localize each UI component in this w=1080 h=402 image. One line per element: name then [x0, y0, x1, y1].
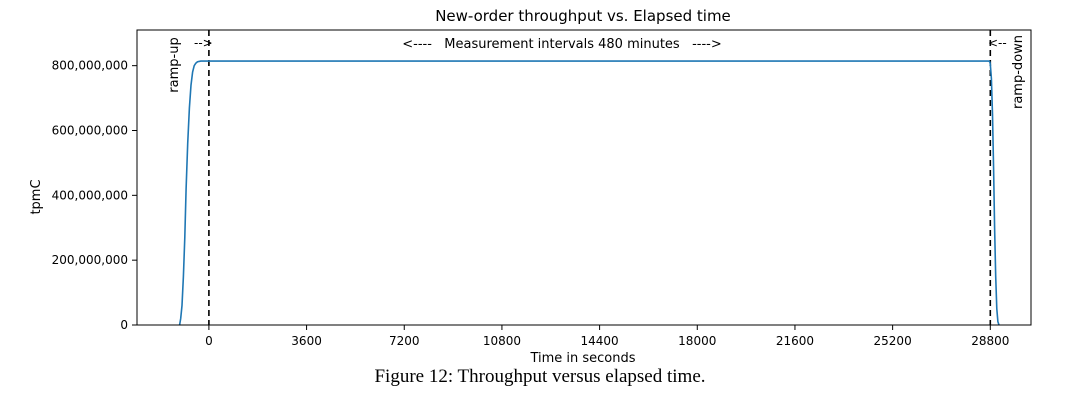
plot-frame: [136, 29, 1032, 326]
chart-title: New-order throughput vs. Elapsed time: [435, 7, 731, 25]
throughput-series-line: [178, 60, 1000, 326]
ramp-up-label: ramp-up: [167, 37, 182, 92]
y-tick-label: 800,000,000: [52, 59, 128, 73]
y-axis-label: tpmC: [29, 179, 44, 214]
y-tick-label: 0: [120, 318, 128, 332]
x-tick-label: 18000: [678, 334, 716, 348]
x-tick-label: 7200: [389, 334, 420, 348]
throughput-chart: New-order throughput vs. Elapsed time tp…: [29, 7, 1032, 366]
y-tick-label: 200,000,000: [52, 253, 128, 267]
x-ticks: 0 3600 7200 10800 14400 18000 21600 25200 28800: [205, 325, 1009, 348]
y-tick-label: 400,000,000: [52, 188, 128, 202]
measurement-boundaries: [208, 30, 992, 325]
y-ticks: 0 200,000,000 400,000,000 600,000,000 800,00…: [52, 59, 137, 332]
measurement-interval-label: <---- Measurement intervals 480 minutes …: [402, 37, 722, 52]
x-tick-label: 21600: [776, 334, 814, 348]
x-tick-label: 10800: [483, 334, 521, 348]
x-tick-label: 0: [205, 334, 213, 348]
x-tick-label: 14400: [581, 334, 619, 348]
ramp-down-label: ramp-down: [1011, 35, 1026, 109]
x-axis-label: Time in seconds: [529, 351, 635, 366]
ramp-down-arrow: <--: [988, 36, 1007, 50]
figure-caption: Figure 12: Throughput versus elapsed tim…: [374, 366, 706, 387]
y-tick-label: 600,000,000: [52, 123, 128, 137]
x-tick-label: 28800: [971, 334, 1009, 348]
ramp-up-arrow: -->: [194, 36, 213, 50]
x-tick-label: 25200: [874, 334, 912, 348]
series-group: [178, 60, 1000, 326]
x-tick-label: 3600: [291, 334, 322, 348]
